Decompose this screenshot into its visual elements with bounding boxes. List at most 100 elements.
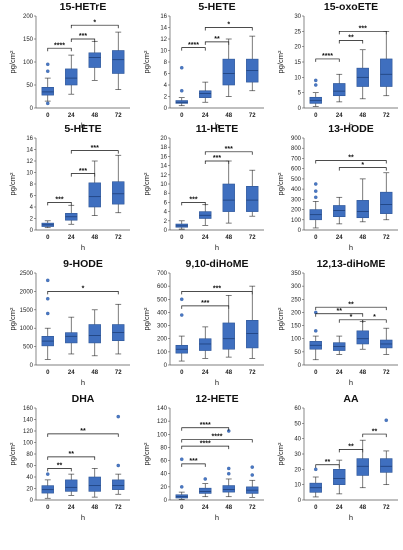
x-axis-label: h bbox=[349, 243, 353, 252]
bracket-line bbox=[47, 468, 72, 472]
y-tick-label: 50 bbox=[294, 350, 301, 356]
box-24 bbox=[199, 477, 212, 498]
bracket-line bbox=[181, 427, 230, 431]
y-axis-label: pg/cm² bbox=[276, 442, 285, 465]
outlier-point bbox=[313, 189, 318, 193]
bracket-line bbox=[315, 306, 387, 311]
bracket-label: **** bbox=[200, 422, 211, 429]
box-iqr bbox=[112, 181, 125, 205]
box-iqr bbox=[333, 469, 346, 485]
chart-title: AA bbox=[343, 393, 359, 405]
box-0 bbox=[175, 457, 188, 500]
x-tick-label: 72 bbox=[249, 113, 256, 119]
bracket-label: *** bbox=[225, 146, 233, 153]
x-axis-label: h bbox=[349, 513, 353, 522]
bracket-label: ** bbox=[348, 35, 354, 42]
chart-panel-11: AA 0 10 20 30 40 50 60 pg/cm² 0 24 48 72 h ** ** ** bbox=[276, 393, 398, 522]
box-iqr bbox=[333, 83, 346, 97]
significance-bracket: * bbox=[338, 162, 387, 171]
y-tick-label: 60 bbox=[294, 406, 301, 412]
box-iqr bbox=[88, 476, 101, 492]
bracket-line bbox=[181, 463, 206, 467]
x-axis-label: h bbox=[81, 121, 85, 130]
outlier-point bbox=[203, 477, 207, 481]
box-24 bbox=[199, 81, 212, 103]
box-0 bbox=[41, 278, 54, 360]
x-axis-label: h bbox=[81, 243, 85, 252]
bracket-label: ** bbox=[80, 428, 86, 435]
y-tick-label: 20 bbox=[294, 45, 301, 51]
significance-bracket: ** bbox=[47, 428, 119, 437]
y-tick-label: 200 bbox=[291, 208, 302, 214]
box-48 bbox=[222, 160, 235, 224]
significance-bracket: *** bbox=[47, 197, 72, 206]
outlier-point bbox=[384, 418, 388, 423]
y-axis-label: pg/cm² bbox=[8, 307, 17, 330]
chart-title: 5-HETE bbox=[64, 123, 101, 135]
box-48 bbox=[356, 439, 369, 489]
y-tick-label: 300 bbox=[291, 197, 302, 203]
significance-bracket: ** bbox=[47, 463, 72, 472]
y-tick-label: 30 bbox=[294, 14, 301, 20]
box-iqr bbox=[65, 68, 78, 86]
outlier-point bbox=[250, 465, 254, 469]
outlier-point bbox=[313, 78, 318, 83]
outlier-point bbox=[313, 329, 318, 333]
x-tick-label: 72 bbox=[115, 113, 122, 119]
x-tick-label: 24 bbox=[68, 113, 75, 119]
y-tick-label: 120 bbox=[157, 419, 168, 425]
chart-title: 12-HETE bbox=[195, 393, 238, 405]
bracket-label: ** bbox=[69, 451, 75, 458]
x-tick-label: 48 bbox=[91, 370, 98, 376]
y-tick-label: 0 bbox=[298, 363, 302, 369]
y-tick-label: 25 bbox=[294, 29, 301, 35]
bracket-label: *** bbox=[189, 458, 197, 465]
y-tick-label: 50 bbox=[26, 83, 33, 89]
x-tick-label: 72 bbox=[383, 235, 390, 241]
bracket-line bbox=[338, 40, 364, 44]
chart-title: 15-HETrE bbox=[60, 1, 107, 13]
bracket-line bbox=[338, 449, 364, 453]
x-tick-label: 72 bbox=[249, 505, 256, 511]
box-48 bbox=[88, 160, 101, 216]
y-tick-label: 10 bbox=[160, 182, 167, 188]
y-tick-label: 16 bbox=[160, 154, 167, 160]
x-tick-label: 72 bbox=[249, 370, 256, 376]
y-tick-label: 1000 bbox=[20, 326, 34, 332]
significance-bracket: * bbox=[204, 22, 253, 31]
outlier-point bbox=[250, 473, 254, 477]
significance-bracket: *** bbox=[181, 286, 253, 295]
chart-panel-10: 12-HETE 0 20 40 60 80 100 120 140 pg/cm² 0 24 48 72 h *… bbox=[142, 393, 264, 522]
x-tick-label: 24 bbox=[202, 113, 209, 119]
y-tick-label: 20 bbox=[160, 485, 167, 491]
bracket-label: *** bbox=[55, 197, 63, 204]
bracket-line bbox=[47, 202, 72, 206]
bracket-line bbox=[362, 433, 387, 438]
chart-title: 5-HETE bbox=[198, 1, 235, 13]
outlier-point bbox=[179, 297, 184, 302]
bracket-line bbox=[47, 456, 96, 460]
x-tick-label: 72 bbox=[383, 505, 390, 511]
x-axis-label: h bbox=[215, 243, 219, 252]
y-tick-label: 0 bbox=[164, 363, 168, 369]
y-tick-label: 500 bbox=[291, 177, 302, 183]
x-axis-label: h bbox=[215, 513, 219, 522]
bracket-label: *** bbox=[213, 286, 221, 293]
chart-title: 9-HODE bbox=[63, 258, 103, 270]
x-axis-label: h bbox=[349, 121, 353, 130]
box-24 bbox=[65, 54, 78, 95]
box-72 bbox=[112, 414, 125, 495]
y-tick-label: 40 bbox=[26, 475, 33, 481]
y-tick-label: 350 bbox=[291, 271, 302, 277]
box-iqr bbox=[199, 90, 212, 98]
bracket-label: * bbox=[93, 19, 96, 26]
box-48 bbox=[356, 178, 369, 223]
x-axis-label: h bbox=[215, 378, 219, 387]
box-iqr bbox=[65, 332, 78, 344]
box-0 bbox=[175, 66, 188, 107]
y-tick-label: 400 bbox=[157, 310, 168, 316]
x-axis-label: h bbox=[349, 378, 353, 387]
